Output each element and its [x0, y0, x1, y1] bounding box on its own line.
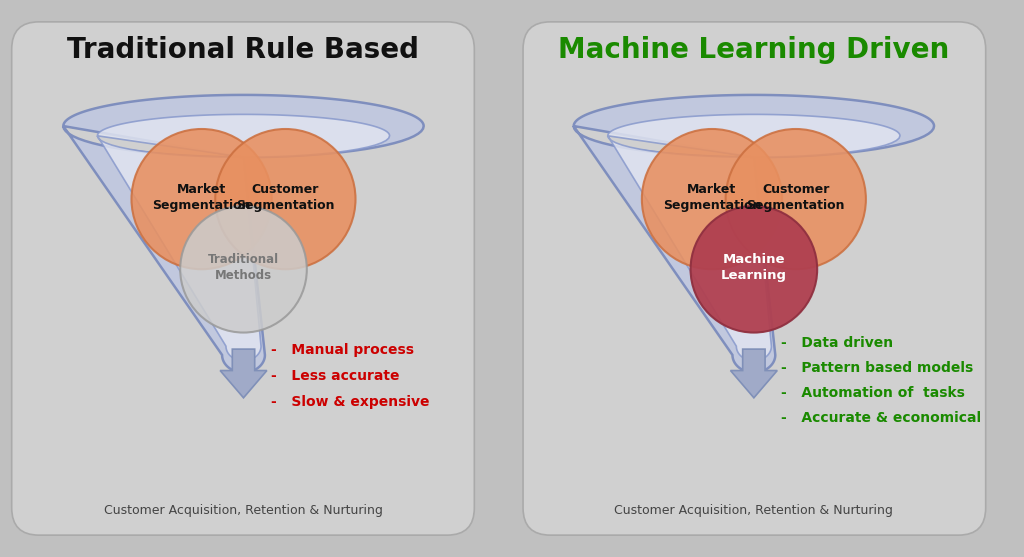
Polygon shape: [220, 349, 267, 398]
Text: Customer Acquisition, Retention & Nurturing: Customer Acquisition, Retention & Nurtur…: [104, 504, 383, 517]
Polygon shape: [730, 349, 777, 398]
Text: -   Less accurate: - Less accurate: [270, 369, 399, 383]
Text: Market
Segmentation: Market Segmentation: [153, 183, 251, 212]
Text: Traditional
Methods: Traditional Methods: [208, 253, 280, 282]
Text: -   Accurate & economical: - Accurate & economical: [781, 411, 981, 425]
Polygon shape: [608, 114, 900, 361]
FancyBboxPatch shape: [11, 22, 474, 535]
Circle shape: [180, 206, 307, 333]
FancyBboxPatch shape: [523, 22, 986, 535]
Text: -   Slow & expensive: - Slow & expensive: [270, 395, 429, 409]
Text: -   Data driven: - Data driven: [781, 336, 893, 350]
Text: Market
Segmentation: Market Segmentation: [663, 183, 761, 212]
Text: Customer
Segmentation: Customer Segmentation: [746, 183, 845, 212]
Text: Machine
Learning: Machine Learning: [721, 253, 786, 282]
Text: -   Pattern based models: - Pattern based models: [781, 361, 974, 375]
Text: Machine Learning Driven: Machine Learning Driven: [558, 36, 949, 64]
Circle shape: [726, 129, 866, 269]
Polygon shape: [63, 95, 424, 373]
Circle shape: [215, 129, 355, 269]
Text: Customer
Segmentation: Customer Segmentation: [237, 183, 335, 212]
Text: -   Automation of  tasks: - Automation of tasks: [781, 386, 965, 400]
Text: Customer Acquisition, Retention & Nurturing: Customer Acquisition, Retention & Nurtur…: [614, 504, 893, 517]
Polygon shape: [97, 114, 389, 361]
Circle shape: [642, 129, 782, 269]
Circle shape: [131, 129, 271, 269]
Circle shape: [690, 206, 817, 333]
Polygon shape: [573, 95, 934, 373]
Text: -   Manual process: - Manual process: [270, 343, 414, 357]
Text: Traditional Rule Based: Traditional Rule Based: [68, 36, 420, 64]
